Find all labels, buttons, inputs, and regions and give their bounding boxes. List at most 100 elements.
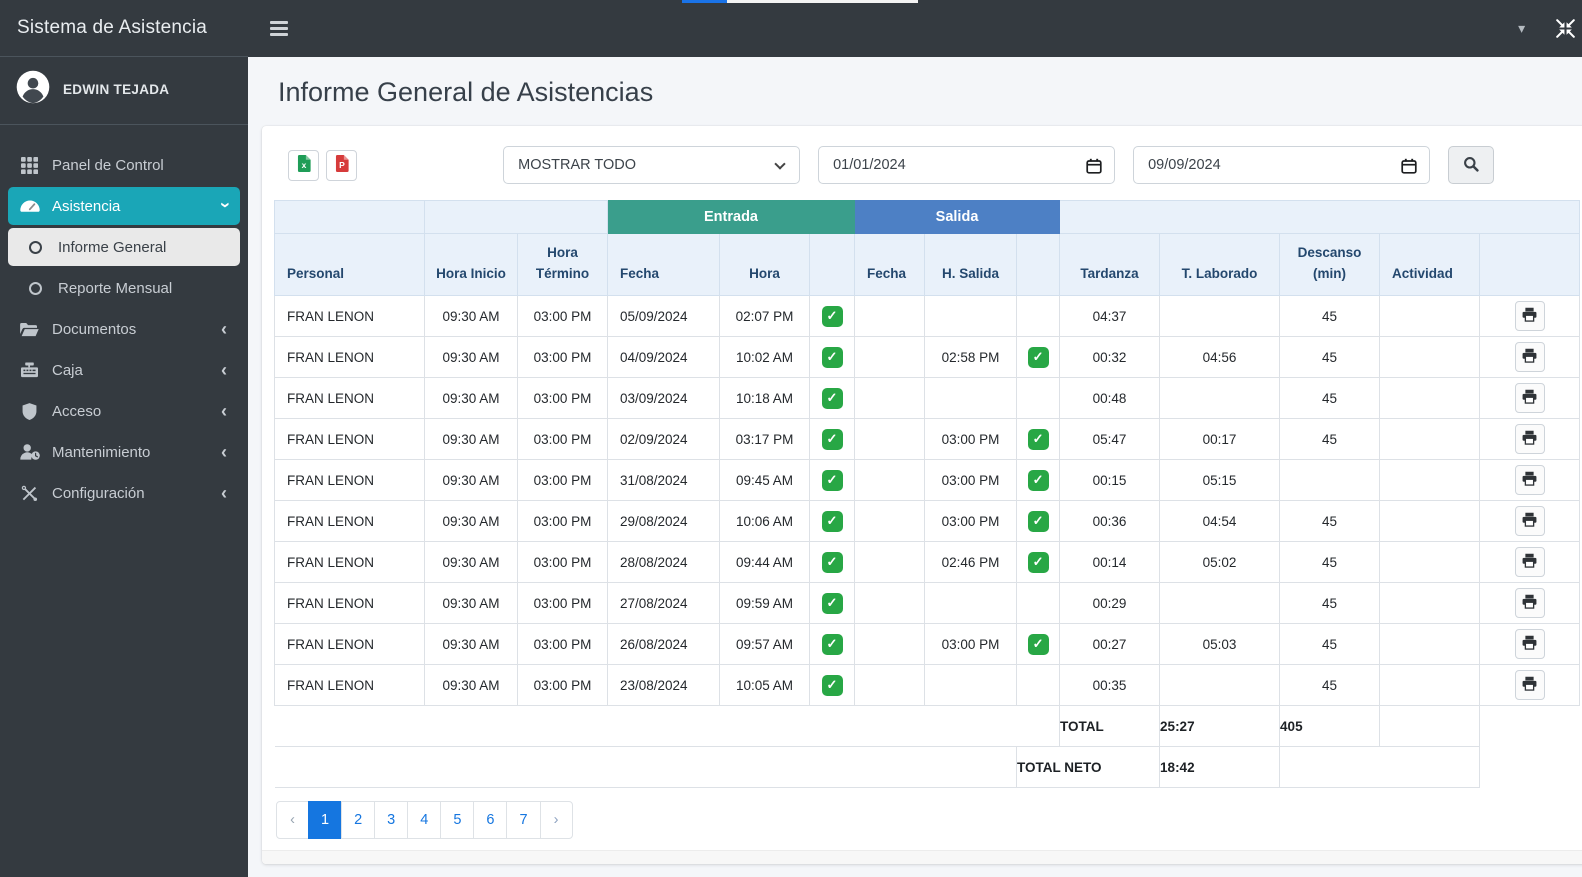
user-panel[interactable]: EDWIN TEJADA (0, 57, 248, 125)
user-clock-icon (18, 444, 41, 460)
page-button-1[interactable]: 1 (308, 801, 343, 839)
print-button[interactable] (1514, 342, 1545, 372)
table-cell: 04:56 (1159, 336, 1281, 378)
export-pdf-button[interactable]: P (326, 149, 357, 181)
pagination-next-button[interactable]: › (539, 801, 573, 839)
table-cell: 00:48 (1059, 377, 1161, 419)
sidebar-item-configuracion[interactable]: Configuración ‹ (8, 474, 240, 512)
date-to-input[interactable]: 09/09/2024 (1133, 146, 1431, 184)
print-button[interactable] (1514, 588, 1545, 618)
table-cell: 09:30 AM (424, 500, 518, 542)
table-cell: 02:07 PM (719, 295, 810, 337)
page-button-2[interactable]: 2 (341, 801, 376, 839)
pagination: ‹ 1 2 3 4 5 6 7 › (276, 801, 573, 839)
sidebar-item-caja[interactable]: Caja ‹ (8, 351, 240, 389)
calendar-icon[interactable] (1401, 158, 1417, 178)
sidebar-item-label: Configuración (52, 484, 145, 502)
table-cell: 02/09/2024 (607, 418, 720, 460)
table-cell: 03:00 PM (924, 500, 1018, 542)
salida-group-header: Salida (854, 200, 1061, 234)
printer-icon (1522, 471, 1537, 489)
table-row: FRAN LENON 09:30 AM 03:00 PM 27/08/2024 09:5… (274, 582, 1581, 624)
print-button[interactable] (1514, 670, 1545, 700)
table-row: FRAN LENON 09:30 AM 03:00 PM 02/09/2024 03:1… (274, 418, 1581, 460)
brand-title: Sistema de Asistencia (0, 0, 248, 57)
sidebar-item-mantenimiento[interactable]: Mantenimiento ‹ (8, 433, 240, 471)
table-cell: 03:00 PM (517, 459, 608, 501)
table-cell: 09:30 AM (424, 459, 518, 501)
hamburger-icon[interactable] (270, 21, 288, 36)
table-cell: 05/09/2024 (607, 295, 720, 337)
table-cell: 09:45 AM (719, 459, 810, 501)
table-cell (1379, 582, 1481, 624)
entrada-check-icon: ✓ (821, 551, 843, 573)
search-button[interactable] (1448, 146, 1495, 184)
table-cell (924, 295, 1018, 337)
table-cell: 27/08/2024 (607, 582, 720, 624)
print-button[interactable] (1514, 629, 1545, 659)
table-cell (1379, 664, 1481, 706)
table-cell: 00:32 (1059, 336, 1161, 378)
sidebar-item-informe-general[interactable]: Informe General (8, 228, 240, 266)
entrada-check-icon: ✓ (821, 305, 843, 327)
page-button-3[interactable]: 3 (374, 801, 409, 839)
tachometer-icon (18, 200, 41, 213)
table-cell (854, 418, 926, 460)
print-button[interactable] (1514, 424, 1545, 454)
table-cell: 45 (1279, 336, 1381, 378)
table-cell: 03:00 PM (517, 500, 608, 542)
calendar-icon[interactable] (1086, 158, 1102, 178)
date-from-input[interactable]: 01/01/2024 (818, 146, 1116, 184)
table-cell: 23/08/2024 (607, 664, 720, 706)
table-cell: 04/09/2024 (607, 336, 720, 378)
col-hora-inicio: Hora Inicio (424, 233, 518, 296)
print-button[interactable] (1514, 547, 1545, 577)
table-row: FRAN LENON 09:30 AM 03:00 PM 04/09/2024 10:0… (274, 336, 1581, 378)
table-row: FRAN LENON 09:30 AM 03:00 PM 03/09/2024 10:1… (274, 377, 1581, 419)
table-cell (1379, 336, 1481, 378)
print-button[interactable] (1514, 506, 1545, 536)
page-button-6[interactable]: 6 (473, 801, 508, 839)
table-cell: 09:30 AM (424, 541, 518, 583)
export-excel-button[interactable]: x (288, 149, 319, 181)
entrada-check-icon: ✓ (821, 428, 843, 450)
col-personal: Personal (274, 233, 425, 296)
sidebar-nav: Panel de Control Asistencia ‹ Informe Ge… (0, 125, 248, 523)
table-cell: 05:15 (1159, 459, 1281, 501)
sidebar-item-panel-de-control[interactable]: Panel de Control (8, 146, 240, 184)
chevron-left-icon: ‹ (221, 442, 227, 462)
table-cell (854, 664, 926, 706)
print-button[interactable] (1514, 383, 1545, 413)
pagination-prev-button[interactable]: ‹ (276, 801, 309, 839)
status-select[interactable]: MOSTRAR TODO (503, 146, 801, 184)
table-cell: 03:00 PM (517, 377, 608, 419)
page-button-4[interactable]: 4 (407, 801, 442, 839)
total-descanso: 405 (1279, 705, 1381, 747)
sidebar-item-documentos[interactable]: Documentos ‹ (8, 310, 240, 348)
table-cell: 00:29 (1059, 582, 1161, 624)
sidebar-item-acceso[interactable]: Acceso ‹ (8, 392, 240, 430)
sidebar-item-reporte-mensual[interactable]: Reporte Mensual (8, 269, 240, 307)
table-cell (1159, 664, 1281, 706)
entrada-check-icon: ✓ (821, 387, 843, 409)
table-row: FRAN LENON 09:30 AM 03:00 PM 29/08/2024 10:0… (274, 500, 1581, 542)
sidebar-item-label: Caja (52, 361, 83, 379)
table-cell: 09:30 AM (424, 664, 518, 706)
sidebar-item-label: Informe General (58, 238, 167, 256)
table-cell: 45 (1279, 295, 1381, 337)
col-t-laborado: T. Laborado (1159, 233, 1281, 296)
sidebar-item-asistencia[interactable]: Asistencia ‹ (8, 187, 240, 225)
table-cell: 00:14 (1059, 541, 1161, 583)
total-neto-label: TOTAL NETO (1016, 746, 1161, 788)
page-button-5[interactable]: 5 (440, 801, 475, 839)
caret-down-icon[interactable]: ▾ (1518, 20, 1526, 36)
print-button[interactable] (1514, 465, 1545, 495)
table-cell (854, 295, 926, 337)
circle-icon (24, 281, 47, 295)
entrada-check-icon: ✓ (821, 510, 843, 532)
entrada-check-icon: ✓ (821, 674, 843, 696)
print-button[interactable] (1514, 301, 1545, 331)
status-select-value: MOSTRAR TODO (518, 157, 636, 173)
compress-icon[interactable] (1555, 18, 1576, 39)
page-button-7[interactable]: 7 (506, 801, 541, 839)
